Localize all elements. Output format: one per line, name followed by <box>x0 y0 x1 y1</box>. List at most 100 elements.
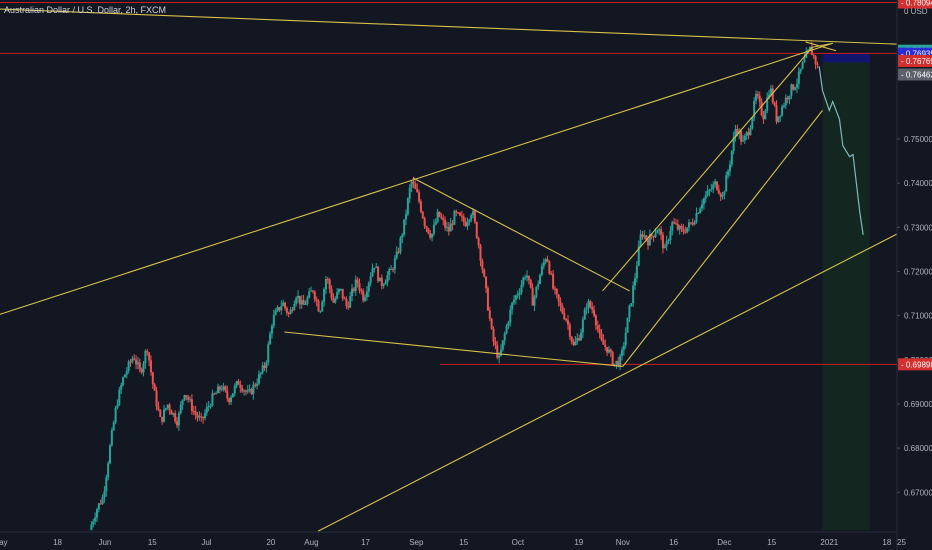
candle-body <box>676 223 679 230</box>
candle-body <box>177 413 180 426</box>
candle-body <box>164 407 167 410</box>
candle-body <box>604 344 607 348</box>
candle-body <box>619 355 622 366</box>
candle-body <box>518 292 521 295</box>
candle-body <box>194 411 197 415</box>
candle-body <box>792 84 795 90</box>
target-zone-box <box>822 53 870 530</box>
candle-body <box>403 219 406 235</box>
candle-body <box>153 384 156 391</box>
candle-body <box>710 189 713 191</box>
y-tick-label: 0.73000 <box>904 223 932 232</box>
candle-body <box>816 64 819 66</box>
x-tick-label: 15 <box>148 538 157 547</box>
candle-body <box>704 195 707 199</box>
x-tick-label: May <box>0 538 8 547</box>
candle-body <box>529 279 532 288</box>
trend-line-0 <box>0 8 898 45</box>
candle-body <box>697 213 700 215</box>
candle-body <box>390 269 393 271</box>
x-tick-label: 17 <box>361 538 370 547</box>
candle-body <box>170 410 173 415</box>
projection-path <box>818 66 864 235</box>
candle-body <box>574 341 577 346</box>
candle-body <box>693 222 696 225</box>
candle-body <box>120 385 123 390</box>
price-tag-label: - 0.69898 <box>901 360 932 369</box>
candle-body <box>136 362 139 365</box>
x-tick-label: Dec <box>717 538 731 547</box>
candle-body <box>503 333 506 341</box>
candle-body <box>630 303 633 306</box>
candle-body <box>304 303 307 305</box>
candle-body <box>354 279 357 291</box>
candle-body <box>572 341 575 346</box>
candle-body <box>369 276 372 283</box>
candle-body <box>373 267 376 269</box>
candle-body <box>628 305 631 318</box>
candle-body <box>319 311 322 313</box>
y-tick-label: 0.68000 <box>904 444 932 453</box>
candle-body <box>315 299 318 302</box>
candle-body <box>412 181 415 184</box>
candle-body <box>790 84 793 96</box>
candle-body <box>680 225 683 229</box>
candle-body <box>520 284 523 293</box>
candle-body <box>202 416 205 419</box>
candle-body <box>606 347 609 353</box>
candle-body <box>457 212 460 214</box>
candle-body <box>133 358 136 360</box>
candle-body <box>812 54 815 57</box>
candle-body <box>645 235 648 240</box>
candle-body <box>274 310 277 315</box>
candle-body <box>455 211 458 213</box>
candle-body <box>810 46 813 55</box>
candle-body <box>183 395 186 400</box>
candle-body <box>323 289 326 302</box>
candle-body <box>598 329 601 334</box>
candle-body <box>257 374 260 384</box>
candle-body <box>211 393 214 406</box>
candle-body <box>378 277 381 282</box>
candle-body <box>408 187 411 199</box>
candle-body <box>751 117 754 129</box>
candle-body <box>593 309 596 316</box>
candle-body <box>462 216 465 222</box>
candle-body <box>743 135 746 141</box>
x-tick-label: Oct <box>512 538 525 547</box>
candle-body <box>220 389 223 391</box>
candle-body <box>252 384 255 395</box>
candle-body <box>250 389 253 395</box>
candle-body <box>384 282 387 285</box>
candle-body <box>244 390 247 392</box>
candle-body <box>101 497 104 504</box>
candle-body <box>725 175 728 192</box>
candle-body <box>654 233 657 238</box>
candle-body <box>533 296 536 306</box>
candle-body <box>723 191 726 195</box>
x-tick-label: 18 <box>53 538 62 547</box>
candle-body <box>617 360 620 366</box>
candle-body <box>596 325 599 330</box>
candle-body <box>553 288 556 290</box>
candle-body <box>734 129 737 138</box>
candle-body <box>442 218 445 221</box>
candle-body <box>585 308 588 310</box>
candle-body <box>114 407 117 423</box>
y-tick-label: 0.69000 <box>904 400 932 409</box>
candle-body <box>717 189 720 194</box>
candle-body <box>647 239 650 246</box>
candle-body <box>546 259 549 262</box>
candle-body <box>261 365 264 373</box>
candle-body <box>563 312 566 319</box>
candle-body <box>587 301 590 309</box>
candle-body <box>337 288 340 293</box>
candle-body <box>492 328 495 342</box>
candle-body <box>622 345 625 350</box>
candle-body <box>440 216 443 219</box>
price-tag-label: - 0.76463 <box>901 70 932 79</box>
candle-body <box>736 129 739 135</box>
candle-body <box>589 301 592 308</box>
candle-body <box>198 416 201 418</box>
